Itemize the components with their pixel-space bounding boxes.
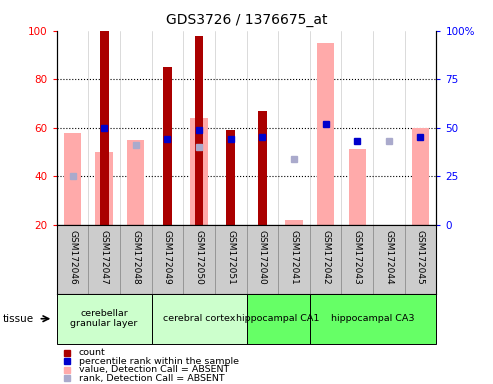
Text: GSM172049: GSM172049 bbox=[163, 230, 172, 285]
Text: GSM172047: GSM172047 bbox=[100, 230, 108, 285]
Text: GSM172051: GSM172051 bbox=[226, 230, 235, 285]
Text: hippocampal CA3: hippocampal CA3 bbox=[331, 314, 415, 323]
Bar bbox=[127, 140, 144, 225]
Text: GSM172048: GSM172048 bbox=[131, 230, 141, 285]
Text: GSM172044: GSM172044 bbox=[385, 230, 393, 285]
Bar bbox=[190, 118, 208, 225]
Text: count: count bbox=[79, 348, 106, 358]
Text: GSM172046: GSM172046 bbox=[68, 230, 77, 285]
Bar bbox=[163, 67, 172, 225]
Text: value, Detection Call = ABSENT: value, Detection Call = ABSENT bbox=[79, 365, 229, 374]
Bar bbox=[226, 130, 235, 225]
Bar bbox=[64, 132, 81, 225]
Text: GSM172043: GSM172043 bbox=[352, 230, 362, 285]
Text: GDS3726 / 1376675_at: GDS3726 / 1376675_at bbox=[166, 13, 327, 27]
Text: GSM172041: GSM172041 bbox=[289, 230, 298, 285]
Bar bbox=[310, 294, 436, 344]
Text: GSM172040: GSM172040 bbox=[258, 230, 267, 285]
Text: rank, Detection Call = ABSENT: rank, Detection Call = ABSENT bbox=[79, 374, 224, 383]
Text: GSM172042: GSM172042 bbox=[321, 230, 330, 285]
Bar bbox=[258, 111, 267, 225]
Bar bbox=[349, 149, 366, 225]
Bar bbox=[285, 220, 303, 225]
Bar bbox=[317, 43, 334, 225]
Text: cerebellar
granular layer: cerebellar granular layer bbox=[70, 309, 138, 328]
Bar bbox=[57, 294, 152, 344]
Text: GSM172045: GSM172045 bbox=[416, 230, 425, 285]
Text: percentile rank within the sample: percentile rank within the sample bbox=[79, 357, 239, 366]
Bar bbox=[100, 31, 108, 225]
Text: GSM172050: GSM172050 bbox=[195, 230, 204, 285]
Text: tissue: tissue bbox=[2, 314, 34, 324]
Bar bbox=[412, 128, 429, 225]
Bar bbox=[96, 152, 113, 225]
Text: hippocampal CA1: hippocampal CA1 bbox=[237, 314, 320, 323]
Text: cerebral cortex: cerebral cortex bbox=[163, 314, 235, 323]
Bar bbox=[246, 294, 310, 344]
Bar bbox=[195, 36, 204, 225]
Bar bbox=[152, 294, 246, 344]
